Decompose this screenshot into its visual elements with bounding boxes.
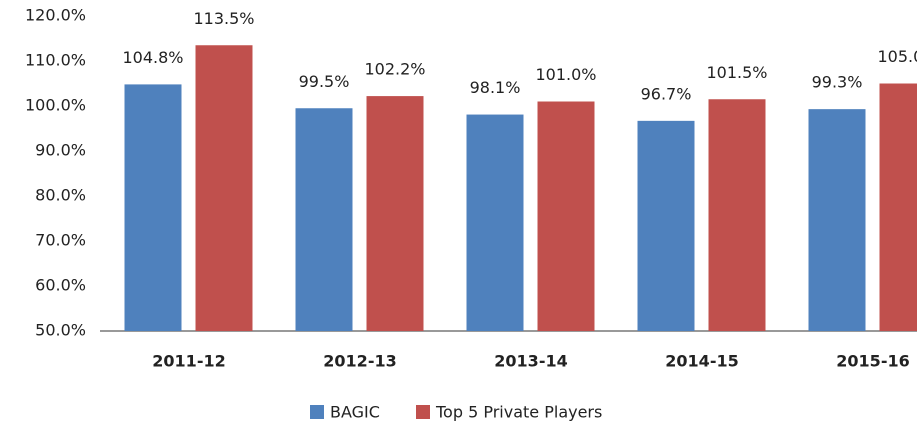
data-label: 104.8%	[122, 48, 183, 67]
x-tick-label: 2013-14	[494, 352, 567, 371]
data-label: 101.0%	[535, 65, 596, 84]
data-label: 98.1%	[470, 78, 521, 97]
legend-label: BAGIC	[330, 403, 380, 422]
bar	[637, 120, 695, 331]
bar	[295, 108, 353, 331]
x-tick-label: 2012-13	[323, 352, 396, 371]
bar	[195, 45, 253, 331]
bar	[808, 109, 866, 332]
bar	[366, 96, 424, 331]
y-tick-label: 100.0%	[25, 96, 86, 115]
legend-label: Top 5 Private Players	[435, 403, 602, 422]
data-label: 105.0%	[877, 47, 917, 66]
y-tick-label: 80.0%	[35, 186, 86, 205]
bar	[708, 99, 766, 331]
bar	[466, 114, 524, 331]
legend-swatch	[416, 405, 430, 419]
bar	[879, 83, 917, 331]
data-label: 113.5%	[193, 9, 254, 28]
x-tick-label: 2015-16	[836, 352, 909, 371]
y-tick-label: 90.0%	[35, 141, 86, 160]
y-tick-label: 110.0%	[25, 51, 86, 70]
data-label: 99.5%	[299, 72, 350, 91]
data-label: 99.3%	[812, 73, 863, 92]
y-tick-label: 70.0%	[35, 231, 86, 250]
x-tick-label: 2011-12	[152, 352, 225, 371]
data-label: 96.7%	[641, 84, 692, 103]
y-tick-label: 60.0%	[35, 276, 86, 295]
legend-swatch	[310, 405, 324, 419]
bar	[124, 84, 182, 332]
y-tick-label: 120.0%	[25, 6, 86, 25]
data-label: 101.5%	[706, 63, 767, 82]
bar	[537, 101, 595, 331]
y-tick-label: 50.0%	[35, 321, 86, 340]
x-tick-label: 2014-15	[665, 352, 738, 371]
data-label: 102.2%	[364, 60, 425, 79]
